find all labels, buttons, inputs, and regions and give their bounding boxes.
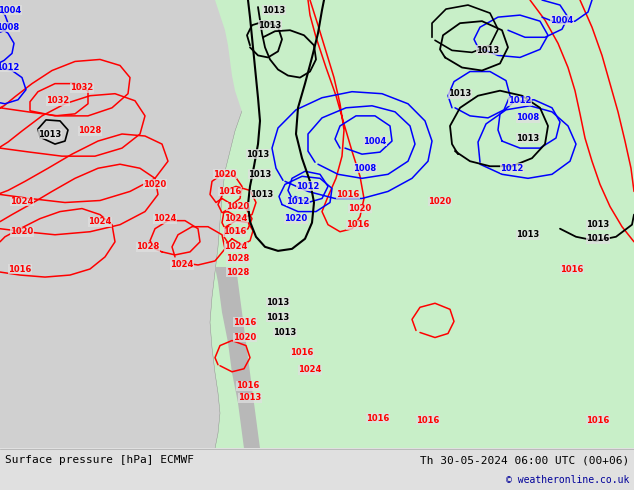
Text: 1016: 1016 [223,227,247,236]
Text: 1013: 1013 [476,46,500,55]
Text: 1013: 1013 [39,129,61,139]
Text: Th 30-05-2024 06:00 UTC (00+06): Th 30-05-2024 06:00 UTC (00+06) [420,455,629,465]
Text: 1008: 1008 [353,164,377,173]
Text: 1012: 1012 [508,96,532,105]
Text: 1024: 1024 [171,261,194,270]
Text: 1024: 1024 [224,214,248,223]
Text: 1032: 1032 [70,83,94,92]
Text: 1008: 1008 [0,23,20,32]
Text: 1016: 1016 [346,220,370,229]
Text: 1016: 1016 [8,265,32,273]
Text: 1013: 1013 [586,220,610,229]
Text: 1020: 1020 [429,197,451,206]
Text: 1016: 1016 [586,416,610,425]
Text: 1028: 1028 [226,254,250,264]
Text: 1016: 1016 [560,265,584,273]
Text: 1013: 1013 [262,5,286,15]
Text: 1024: 1024 [224,243,248,251]
Polygon shape [210,0,634,448]
Text: 1032: 1032 [46,96,70,105]
Text: 1013: 1013 [249,170,271,179]
Text: 1016: 1016 [586,234,610,243]
Text: 1013: 1013 [448,89,472,98]
Text: 1004: 1004 [363,137,387,146]
Text: 1016: 1016 [366,414,390,422]
Text: 1020: 1020 [143,180,167,189]
Text: 1024: 1024 [88,217,112,226]
Text: 1013: 1013 [247,149,269,159]
Text: 1013: 1013 [250,190,274,199]
Polygon shape [215,267,260,448]
Text: Surface pressure [hPa] ECMWF: Surface pressure [hPa] ECMWF [5,455,194,465]
Text: 1028: 1028 [136,243,160,251]
Text: 1020: 1020 [285,214,307,223]
Text: 1020: 1020 [226,202,250,211]
Text: 1013: 1013 [266,298,290,307]
Polygon shape [215,0,634,448]
Text: 1012: 1012 [500,164,524,173]
Text: 1020: 1020 [214,170,236,179]
Text: 1016: 1016 [236,381,260,391]
Text: 1013: 1013 [238,393,262,402]
Text: 1016: 1016 [290,348,314,357]
Text: 1004: 1004 [550,16,574,24]
Text: 1028: 1028 [79,126,101,135]
Text: 1013: 1013 [273,328,297,337]
Text: 1012: 1012 [296,182,320,191]
Text: 1020: 1020 [233,333,257,342]
Text: 1008: 1008 [517,113,540,122]
Text: 1020: 1020 [10,227,34,236]
Text: 1020: 1020 [348,204,372,213]
Text: 1016: 1016 [233,318,257,327]
Text: 1024: 1024 [299,365,321,374]
Text: 1028: 1028 [226,268,250,276]
Text: 1013: 1013 [266,313,290,322]
Text: 1024: 1024 [10,197,34,206]
Text: 1013: 1013 [516,134,540,143]
Text: 1016: 1016 [336,190,359,199]
Text: 1012: 1012 [0,63,20,72]
Text: © weatheronline.co.uk: © weatheronline.co.uk [506,475,629,485]
Text: 1024: 1024 [153,214,177,223]
Text: 1012: 1012 [287,197,309,206]
Text: 1013: 1013 [516,230,540,239]
Text: 1013: 1013 [259,21,281,30]
Text: 1016: 1016 [417,416,440,425]
Text: 1004: 1004 [0,5,22,15]
Text: 1016: 1016 [218,187,242,196]
